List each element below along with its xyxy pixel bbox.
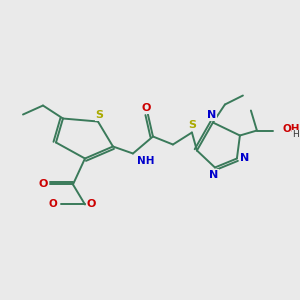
Text: NH: NH <box>137 156 155 166</box>
Text: O: O <box>86 200 96 209</box>
Text: O: O <box>48 200 57 209</box>
Text: OH: OH <box>283 124 300 134</box>
Text: S: S <box>188 120 196 130</box>
Text: O: O <box>142 103 151 113</box>
Text: N: N <box>207 110 216 120</box>
Text: N: N <box>240 154 250 164</box>
Text: H: H <box>292 130 299 139</box>
Text: S: S <box>95 110 104 120</box>
Text: O: O <box>38 179 47 190</box>
Text: N: N <box>209 169 218 180</box>
